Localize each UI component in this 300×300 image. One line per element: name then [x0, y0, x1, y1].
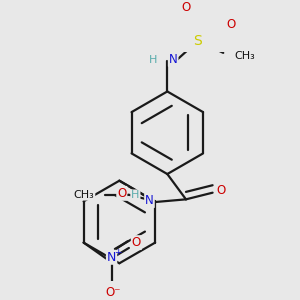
Text: S: S — [194, 34, 202, 48]
Text: +: + — [114, 248, 121, 257]
Text: N: N — [169, 53, 178, 66]
Text: O: O — [117, 187, 127, 200]
Text: H: H — [131, 190, 140, 200]
Text: O: O — [217, 184, 226, 196]
Text: CH₃: CH₃ — [234, 50, 255, 61]
Text: CH₃: CH₃ — [74, 190, 94, 200]
Text: O: O — [181, 1, 190, 14]
Text: O: O — [132, 236, 141, 249]
Text: H: H — [149, 55, 158, 64]
Text: N: N — [145, 194, 154, 207]
Text: N: N — [107, 251, 116, 264]
Text: O: O — [226, 18, 236, 32]
Text: O⁻: O⁻ — [105, 286, 121, 299]
